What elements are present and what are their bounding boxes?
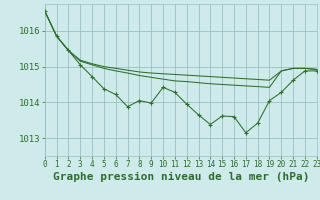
X-axis label: Graphe pression niveau de la mer (hPa): Graphe pression niveau de la mer (hPa): [52, 172, 309, 182]
